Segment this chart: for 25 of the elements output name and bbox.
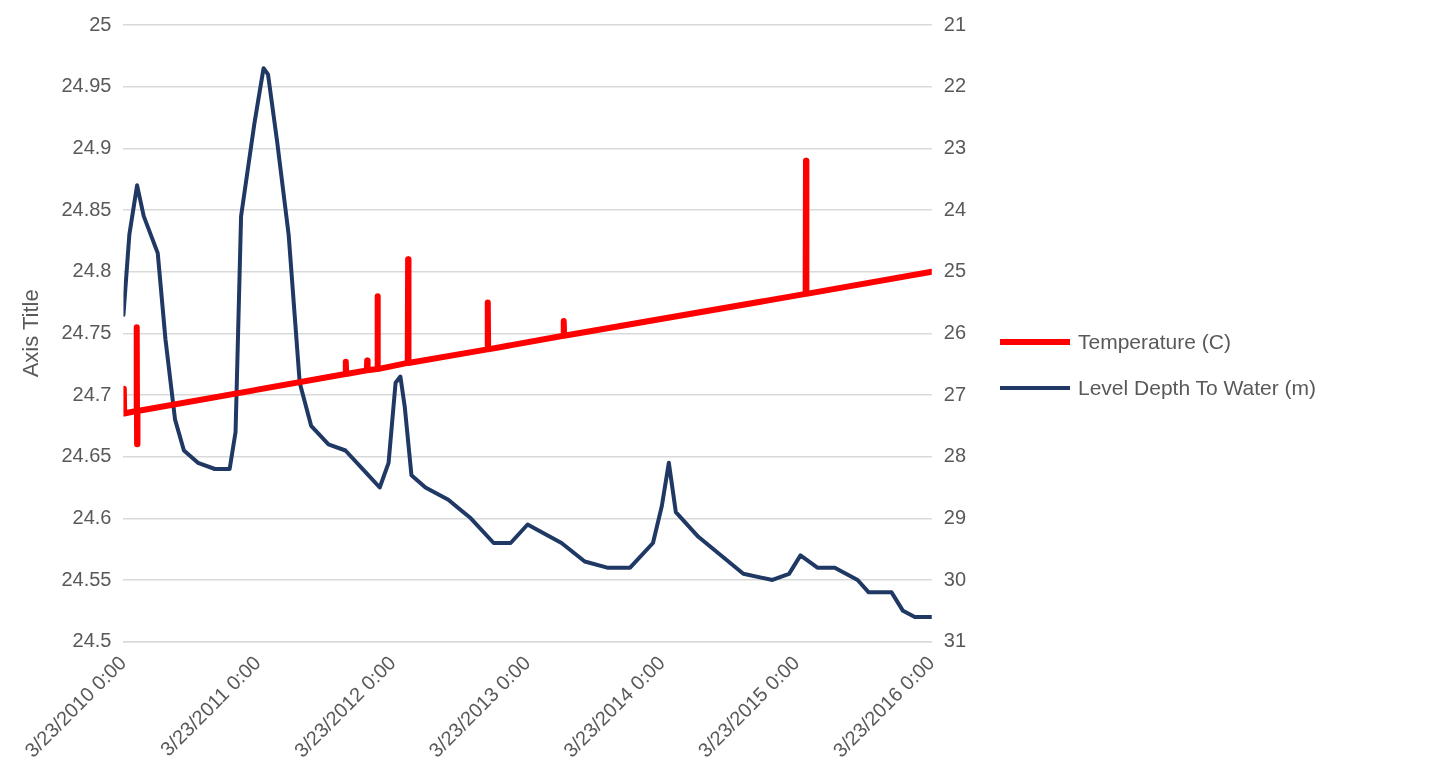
- y-tick-label: 24.95: [61, 74, 112, 97]
- y2-tick-label: 31: [943, 629, 966, 652]
- y-axis-title: Axis Title: [18, 289, 44, 378]
- y-tick-label: 24.9: [72, 135, 112, 158]
- y2-tick-label: 28: [943, 444, 966, 467]
- y2-tick-label: 24: [943, 197, 966, 220]
- y2-tick-label: 25: [943, 259, 966, 282]
- y2-tick-label: 23: [943, 135, 966, 158]
- y2-tick-label: 27: [943, 382, 966, 405]
- y-tick-label: 24.7: [72, 382, 112, 405]
- y2-tick-label: 22: [943, 74, 966, 97]
- y-tick-label: 24.6: [72, 505, 112, 528]
- legend-label: Temperature (C): [1078, 330, 1231, 354]
- y-tick-label: 24.85: [61, 197, 112, 220]
- y2-tick-label: 21: [943, 12, 966, 35]
- y-tick-label: 24.75: [61, 320, 112, 343]
- y2-tick-label: 30: [943, 567, 966, 590]
- y-tick-label: 24.65: [61, 444, 112, 467]
- y2-tick-label: 29: [943, 505, 966, 528]
- y-tick-label: 24.5: [72, 629, 112, 652]
- y-tick-label: 24.55: [61, 567, 112, 590]
- y-tick-label: 24.8: [72, 259, 112, 282]
- legend-label: Level Depth To Water (m): [1078, 376, 1317, 400]
- y2-tick-label: 26: [943, 320, 966, 343]
- y-tick-label: 25: [89, 12, 112, 35]
